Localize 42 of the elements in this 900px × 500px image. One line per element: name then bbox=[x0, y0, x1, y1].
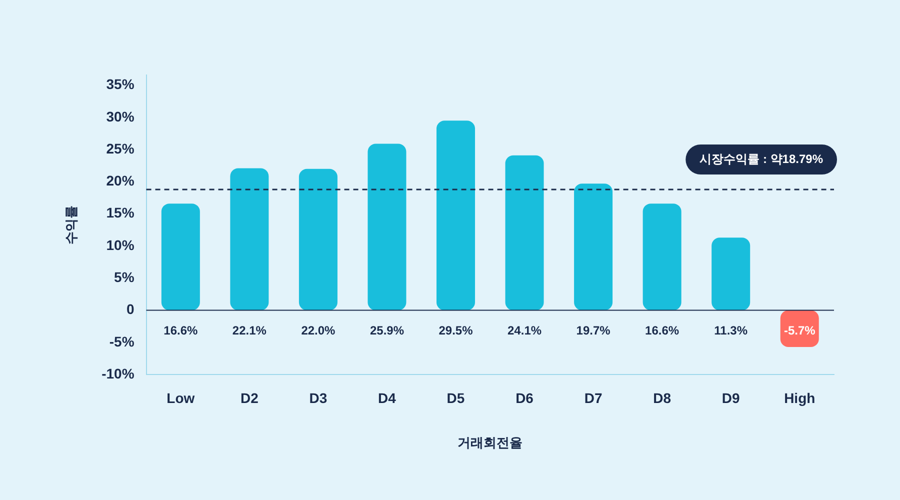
y-axis-title: 수익률 bbox=[63, 205, 78, 244]
y-tick-label: 0 bbox=[126, 301, 134, 318]
data-label: 22.1% bbox=[232, 324, 267, 338]
bar bbox=[230, 168, 269, 310]
y-tick-label: 35% bbox=[106, 76, 135, 92]
y-tick-label: 5% bbox=[114, 269, 135, 286]
bar bbox=[505, 155, 544, 310]
ref-line-label: 시장수익률 : 약18.79% bbox=[700, 152, 824, 166]
data-label: 16.6% bbox=[164, 324, 198, 338]
y-tick-label: 25% bbox=[106, 140, 135, 156]
x-axis-title: 거래회전율 bbox=[458, 434, 523, 450]
y-tick-label: -10% bbox=[102, 365, 135, 382]
bar bbox=[161, 204, 200, 310]
x-tick-label: D3 bbox=[309, 390, 328, 406]
data-label: 19.7% bbox=[576, 324, 611, 338]
x-tick-label: D5 bbox=[446, 390, 465, 406]
x-tick-label: D7 bbox=[584, 390, 602, 406]
x-tick-label: D6 bbox=[516, 390, 534, 406]
x-tick-label: D2 bbox=[240, 390, 259, 406]
data-label: 25.9% bbox=[370, 324, 404, 338]
x-tick-label: D4 bbox=[378, 390, 396, 406]
x-tick-label: High bbox=[784, 390, 816, 406]
data-label: 22.0% bbox=[301, 324, 336, 338]
bar bbox=[574, 184, 613, 310]
y-tick-label: 10% bbox=[106, 236, 135, 253]
bar bbox=[436, 120, 476, 310]
data-label: 24.1% bbox=[508, 324, 542, 338]
x-tick-label: D8 bbox=[653, 390, 672, 406]
y-tick-label: -5% bbox=[109, 333, 135, 350]
data-label: 16.6% bbox=[645, 324, 680, 338]
y-tick-label: 20% bbox=[106, 172, 135, 189]
x-tick-label: D9 bbox=[722, 390, 740, 406]
data-label: 29.5% bbox=[438, 324, 474, 338]
bar bbox=[712, 238, 750, 310]
data-label: -5.7% bbox=[784, 324, 816, 338]
bar bbox=[368, 144, 406, 310]
bar bbox=[298, 168, 338, 310]
y-tick-label: 15% bbox=[106, 204, 135, 221]
bar bbox=[642, 204, 682, 310]
data-label: 11.3% bbox=[714, 324, 748, 338]
x-tick-label: Low bbox=[166, 390, 195, 406]
y-tick-label: 30% bbox=[106, 108, 135, 124]
